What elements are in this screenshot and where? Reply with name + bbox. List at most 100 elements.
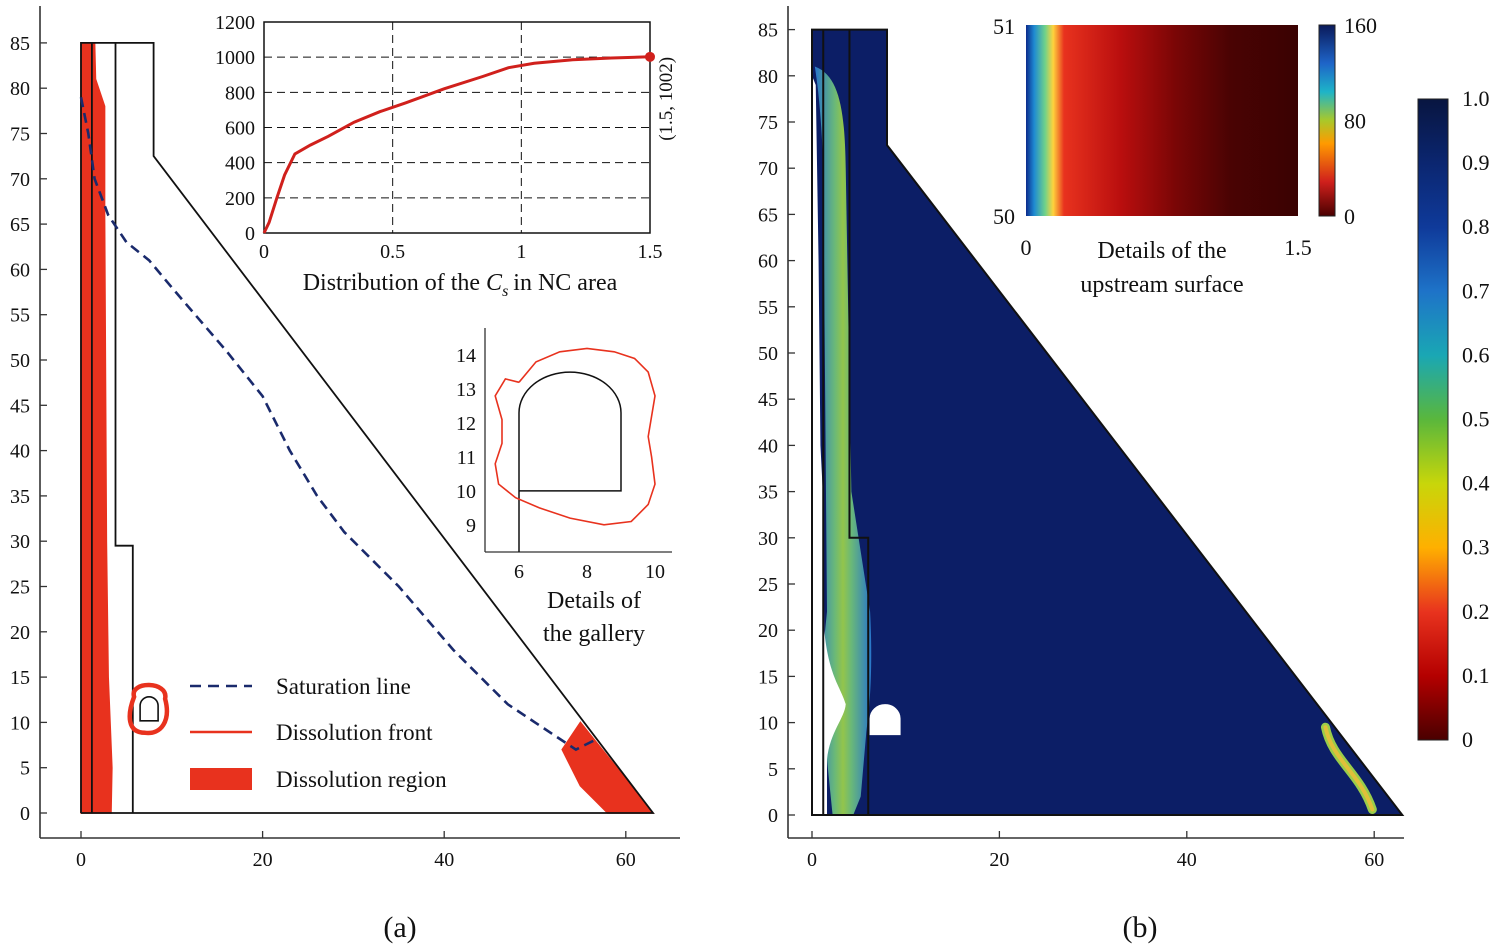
gallery-y-tick-label: 12 <box>456 413 476 435</box>
b-y-tick-label: 45 <box>758 389 778 411</box>
gallery-dissolution-front <box>494 347 656 526</box>
cs-y-tick-label: 800 <box>225 82 255 104</box>
y-tick-label: 15 <box>10 667 30 689</box>
inset-cs-xlabel: Distribution of the Cs in NC area <box>303 270 618 300</box>
y-tick-label: 85 <box>10 33 30 55</box>
gallery-y-tick-label: 14 <box>456 345 476 367</box>
cs-end-point-marker <box>645 51 655 62</box>
gallery-y-tick-label: 10 <box>456 481 476 503</box>
field-toe-band-core <box>1323 725 1375 812</box>
inset-gallery-details: 9 10 11 12 13 14 6 8 10 Details of the gallery <box>456 328 672 647</box>
b-x-tick-label: 40 <box>1177 849 1197 871</box>
dam-outline <box>80 42 655 814</box>
inner-boundary-step <box>114 42 134 813</box>
panel-a-label: (a) <box>383 911 416 944</box>
inset-upstream-colorbar <box>1318 24 1336 217</box>
inset-cs-distribution: 0 200 400 600 800 1000 1200 0 0.5 1 1.5 (1.5, 1002… <box>215 12 677 300</box>
b-y-tick-label: 10 <box>758 713 778 735</box>
x-tick-label: 0 <box>76 849 86 871</box>
gallery-x-tick-label: 8 <box>582 561 592 583</box>
y-tick-label: 10 <box>10 712 30 734</box>
b-y-tick-label: 25 <box>758 574 778 596</box>
b-x-tick-label: 20 <box>989 849 1009 871</box>
upstream-colorbar-tick-label: 80 <box>1344 109 1366 134</box>
colorbar-tick-label: 0 <box>1462 727 1473 752</box>
upstream-colorbar-tick-label: 0 <box>1344 204 1355 229</box>
gallery-x-tick-label: 6 <box>514 561 524 583</box>
b-y-tick-label: 30 <box>758 528 778 550</box>
colorbar-tick-label: 0.1 <box>1462 663 1490 688</box>
y-tick-label: 45 <box>10 395 30 417</box>
legend-dissolution-region-label: Dissolution region <box>276 767 447 792</box>
b-y-tick-label: 0 <box>768 805 778 827</box>
gallery-shape <box>139 696 159 722</box>
cs-distribution-line <box>262 55 651 234</box>
inset-upstream-surface: 0 1.5 50 51 0 80 160 Details of the upstream s… <box>993 13 1377 298</box>
colorbar-tick-label: 0.9 <box>1462 150 1490 175</box>
b-y-tick-label: 50 <box>758 343 778 365</box>
panel-b-label: (b) <box>1123 911 1158 944</box>
cs-x-tick-label: 0 <box>259 241 269 263</box>
y-tick-label: 25 <box>10 577 30 599</box>
cs-y-tick-label: 1000 <box>215 47 255 69</box>
cs-x-tick-label: 1.5 <box>638 241 663 263</box>
legend-dissolution-region-swatch <box>190 768 252 790</box>
inset-cs-plot-area <box>263 21 651 234</box>
b-y-tick-label: 65 <box>758 204 778 226</box>
b-y-tick-label: 60 <box>758 251 778 273</box>
x-tick-label: 40 <box>434 849 454 871</box>
cs-x-tick-label: 0.5 <box>380 241 405 263</box>
b-y-tick-label: 75 <box>758 112 778 134</box>
gallery-dissolution-ring <box>127 682 170 736</box>
colorbar-tick-label: 0.5 <box>1462 407 1490 432</box>
y-tick-label: 40 <box>10 441 30 463</box>
b-y-tick-label: 35 <box>758 482 778 504</box>
inset-cs-xlabel-sub: s <box>502 283 508 300</box>
cs-y-tick-label: 0 <box>245 223 255 245</box>
y-tick-label: 80 <box>10 78 30 100</box>
legend-saturation-line-label: Saturation line <box>276 674 411 699</box>
gallery-y-tick-label: 9 <box>466 515 476 537</box>
y-tick-label: 60 <box>10 259 30 281</box>
upstream-y-tick-label: 50 <box>993 204 1015 229</box>
cs-x-tick-label: 1 <box>516 241 526 263</box>
panel-b-inner-boundary <box>822 29 870 815</box>
b-y-tick-label: 55 <box>758 297 778 319</box>
x-tick-label: 20 <box>253 849 273 871</box>
y-tick-label: 20 <box>10 622 30 644</box>
panel-b-dam-outline <box>811 28 1405 816</box>
y-tick-label: 5 <box>20 758 30 780</box>
gallery-outline <box>518 371 622 552</box>
y-tick-label: 55 <box>10 305 30 327</box>
upstream-colorbar-tick-label: 160 <box>1344 13 1377 38</box>
y-tick-label: 70 <box>10 169 30 191</box>
colorbar-gradient <box>1417 98 1449 741</box>
dissolution-region-toe <box>561 721 655 814</box>
y-tick-label: 30 <box>10 531 30 553</box>
inset-upstream-xlabel-line1: Details of the <box>1097 238 1226 264</box>
cs-y-tick-label: 400 <box>225 153 255 175</box>
y-tick-label: 65 <box>10 214 30 236</box>
inset-cs-xlabel-var: C <box>486 270 503 296</box>
colorbar-tick-label: 0.7 <box>1462 278 1490 303</box>
upstream-x-tick-label: 1.5 <box>1284 235 1312 260</box>
panel-b-gallery <box>869 704 901 736</box>
b-y-tick-label: 15 <box>758 666 778 688</box>
colorbar-tick-label: 0.4 <box>1462 471 1490 496</box>
field-unsaturated-strip <box>812 75 846 816</box>
b-y-tick-label: 85 <box>758 20 778 42</box>
inset-gallery-xlabel-line2: the gallery <box>543 621 645 647</box>
saturation-line <box>79 97 595 752</box>
upstream-y-tick-label: 51 <box>993 14 1015 39</box>
inset-cs-xlabel-pre: Distribution of the <box>303 270 480 296</box>
panel-a-legend: Saturation line Dissolution front Dissol… <box>190 674 447 792</box>
y-tick-label: 75 <box>10 124 30 146</box>
b-y-tick-label: 5 <box>768 759 778 781</box>
b-y-tick-label: 40 <box>758 435 778 457</box>
colorbar-tick-label: 0.6 <box>1462 342 1490 367</box>
colorbar-tick-label: 0.2 <box>1462 599 1490 624</box>
cs-y-tick-label: 200 <box>225 188 255 210</box>
b-x-tick-label: 0 <box>807 849 817 871</box>
